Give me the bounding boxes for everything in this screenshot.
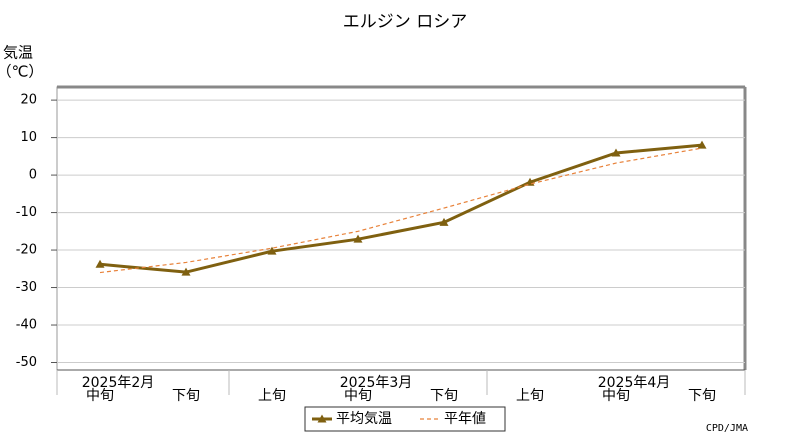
- data-point: [697, 140, 707, 149]
- data-point: [181, 267, 191, 276]
- series-line: [99, 143, 703, 274]
- series-line: [99, 147, 703, 274]
- data-point: [439, 217, 449, 226]
- legend-swatch: [317, 414, 327, 423]
- legend-label: 平均気温: [336, 411, 392, 427]
- x-tick-label: 上旬: [258, 388, 286, 404]
- x-tick-label: 下旬: [688, 388, 716, 404]
- y-tick-label: -40: [16, 318, 37, 333]
- data-point: [611, 148, 621, 157]
- x-tick-label: 上旬: [516, 388, 544, 404]
- data-point: [95, 259, 105, 268]
- month-label: 2025年4月: [598, 375, 671, 391]
- credit: CPD/JMA: [706, 423, 748, 434]
- plot-area: [56, 86, 746, 371]
- y-tick-label: -20: [16, 243, 37, 258]
- data-point: [353, 234, 363, 243]
- y-tick-label: -50: [16, 355, 37, 370]
- y-tick-label: 20: [20, 93, 37, 108]
- y-axis-label: 気温: [3, 44, 33, 62]
- month-label: 2025年2月: [82, 375, 155, 391]
- month-label: 2025年3月: [340, 375, 413, 391]
- legend: 平均気温 平年値: [304, 406, 506, 432]
- y-tick-label: -10: [16, 205, 37, 220]
- legend-box: [304, 406, 506, 432]
- x-tick-label: 中旬: [344, 388, 372, 404]
- y-axis-label: （℃）: [0, 63, 43, 81]
- chart-title: エルジン ロシア: [343, 12, 467, 32]
- x-tick-label: 下旬: [172, 388, 200, 404]
- x-tick-label: 中旬: [602, 388, 630, 404]
- x-tick-label: 下旬: [430, 388, 458, 404]
- legend-label: 平年値: [444, 411, 486, 427]
- y-tick-label: -30: [16, 280, 37, 295]
- y-tick-label: 0: [29, 168, 37, 183]
- y-tick-label: 10: [20, 130, 37, 145]
- x-tick-label: 中旬: [86, 388, 114, 404]
- data-point: [267, 246, 277, 255]
